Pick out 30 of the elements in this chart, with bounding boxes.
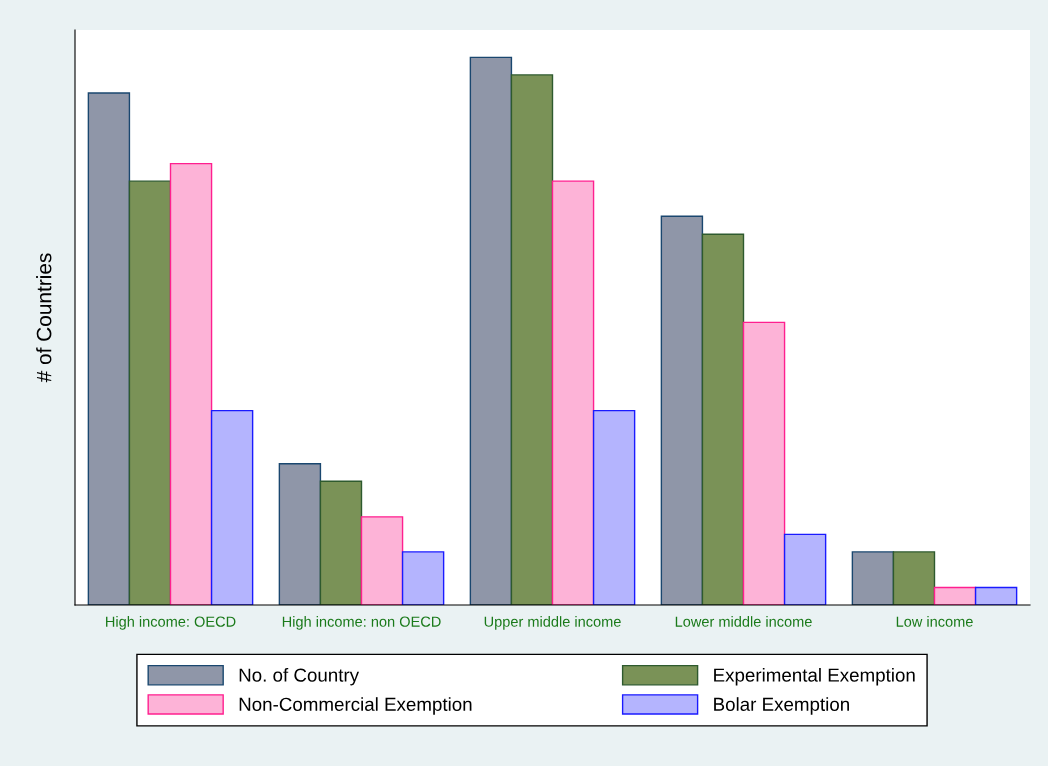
- bar: [892, 551, 936, 605]
- bar: [933, 586, 977, 605]
- legend-label: Non-Commercial Exemption: [239, 697, 472, 715]
- x-tick-label: Lower middle income: [675, 616, 812, 627]
- bar: [742, 321, 786, 605]
- bar: [128, 180, 172, 605]
- x-tick-label: High income: OECD: [106, 616, 236, 630]
- x-tick-label: Low income: [896, 616, 973, 627]
- bar: [401, 551, 445, 605]
- legend-label: No. of Country: [239, 668, 360, 686]
- bar: [701, 233, 745, 605]
- legend-label: Bolar Exemption: [714, 697, 849, 715]
- bar: [783, 533, 827, 605]
- bar: [210, 409, 254, 605]
- bar: [169, 162, 213, 605]
- legend-label: Experimental Exemption: [714, 667, 915, 686]
- bar: [851, 551, 895, 605]
- bar: [660, 215, 704, 605]
- bar: [278, 463, 322, 605]
- bar: [592, 409, 636, 605]
- bar: [87, 92, 131, 605]
- y-axis-title: # of Countries: [36, 253, 52, 383]
- bar: [974, 586, 1018, 605]
- bar: [510, 74, 554, 605]
- bar: [319, 480, 363, 605]
- x-tick-label: Upper middle income: [484, 616, 621, 630]
- bar: [469, 56, 513, 605]
- x-tick-label: High income: non OECD: [282, 616, 441, 630]
- bar: [551, 180, 595, 605]
- bar: [360, 516, 404, 605]
